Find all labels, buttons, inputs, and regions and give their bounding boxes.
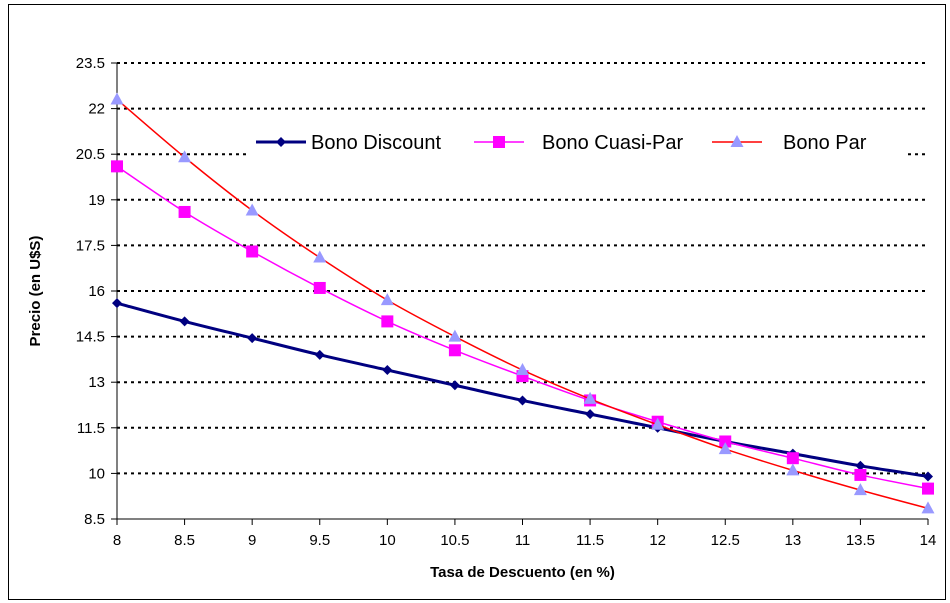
y-tick-label: 8.5 bbox=[84, 511, 105, 528]
x-tick-label: 11 bbox=[515, 532, 531, 549]
data-point bbox=[786, 463, 800, 476]
legend-swatch-marker bbox=[276, 137, 286, 147]
x-tick-label: 12 bbox=[649, 532, 666, 549]
x-tick-label: 12.5 bbox=[711, 532, 740, 549]
x-tick-label: 11.5 bbox=[576, 532, 604, 549]
data-point bbox=[247, 333, 258, 344]
y-tick-label: 20.5 bbox=[76, 146, 105, 163]
data-point bbox=[178, 150, 192, 163]
x-tick-label: 10.5 bbox=[440, 532, 469, 549]
y-tick-label: 23.5 bbox=[76, 55, 105, 72]
data-point bbox=[449, 380, 460, 391]
legend-background bbox=[248, 120, 904, 164]
data-point bbox=[313, 250, 327, 263]
data-point bbox=[855, 460, 866, 471]
data-point bbox=[245, 203, 259, 216]
chart-frame bbox=[8, 4, 946, 600]
series-bono-par bbox=[110, 92, 935, 514]
data-point bbox=[651, 417, 665, 430]
series-bono-cuasi-par bbox=[111, 160, 934, 495]
x-tick-label: 13 bbox=[784, 532, 801, 549]
series-bono-discount bbox=[112, 298, 933, 482]
data-point bbox=[112, 298, 122, 309]
y-tick-label: 17.5 bbox=[76, 237, 105, 254]
data-point bbox=[786, 452, 799, 465]
y-tick-label: 14.5 bbox=[76, 329, 105, 346]
data-point bbox=[382, 365, 393, 376]
x-tick-label: 9 bbox=[248, 532, 256, 549]
data-point bbox=[110, 92, 124, 105]
data-point bbox=[381, 315, 394, 328]
y-tick-label: 13 bbox=[88, 374, 105, 391]
gridlines bbox=[117, 62, 928, 475]
data-point bbox=[380, 293, 394, 306]
x-tick-label: 14 bbox=[920, 532, 937, 549]
legend-swatch-marker bbox=[730, 135, 744, 147]
legend: Bono Discount Bono Cuasi-Par Bono Par bbox=[256, 132, 867, 154]
data-point bbox=[854, 468, 867, 481]
data-point bbox=[111, 160, 123, 173]
data-point bbox=[246, 245, 259, 258]
legend-swatch-marker bbox=[493, 136, 505, 148]
data-point bbox=[719, 435, 732, 448]
data-point bbox=[313, 281, 326, 294]
x-tick-label: 8 bbox=[113, 532, 121, 549]
data-point bbox=[922, 482, 934, 495]
data-point bbox=[448, 329, 462, 342]
x-tick-label: 8.5 bbox=[174, 532, 195, 549]
y-tick-label: 16 bbox=[88, 283, 105, 300]
y-tick-label: 19 bbox=[88, 192, 105, 209]
legend-label: Bono Cuasi-Par bbox=[542, 132, 684, 154]
axes: 8.5 10 11.5 13 14.5 16 17.5 19 20.5 22 23.5 8 8.5 9 9.… bbox=[76, 55, 937, 549]
series-line bbox=[116, 301, 929, 478]
x-tick-label: 9.5 bbox=[309, 532, 330, 549]
data-point bbox=[718, 442, 732, 455]
y-tick-label: 10 bbox=[88, 465, 105, 482]
data-point bbox=[314, 349, 325, 360]
data-point bbox=[853, 483, 867, 496]
data-point bbox=[448, 344, 461, 357]
data-point bbox=[585, 409, 596, 420]
legend-label: Bono Par bbox=[783, 132, 867, 154]
series-lines bbox=[110, 92, 935, 514]
data-point bbox=[516, 363, 529, 376]
data-point bbox=[923, 471, 933, 482]
y-tick-label: 22 bbox=[88, 101, 105, 118]
series-line bbox=[116, 165, 929, 490]
y-axis-title: Precio (en U$S) bbox=[27, 236, 44, 347]
data-point bbox=[179, 316, 190, 327]
legend-item: Bono Cuasi-Par bbox=[474, 132, 684, 154]
data-point bbox=[178, 205, 191, 218]
legend-item: Bono Discount bbox=[256, 132, 442, 154]
x-axis-title: Tasa de Descuento (en %) bbox=[430, 564, 615, 581]
x-tick-label: 13.5 bbox=[846, 532, 875, 549]
legend-label: Bono Discount bbox=[311, 132, 442, 154]
y-tick-label: 11.5 bbox=[77, 420, 105, 437]
x-tick-label: 10 bbox=[379, 532, 396, 549]
data-point bbox=[583, 391, 597, 404]
data-point bbox=[921, 501, 935, 514]
data-point bbox=[517, 395, 528, 406]
legend-item: Bono Par bbox=[712, 132, 867, 154]
